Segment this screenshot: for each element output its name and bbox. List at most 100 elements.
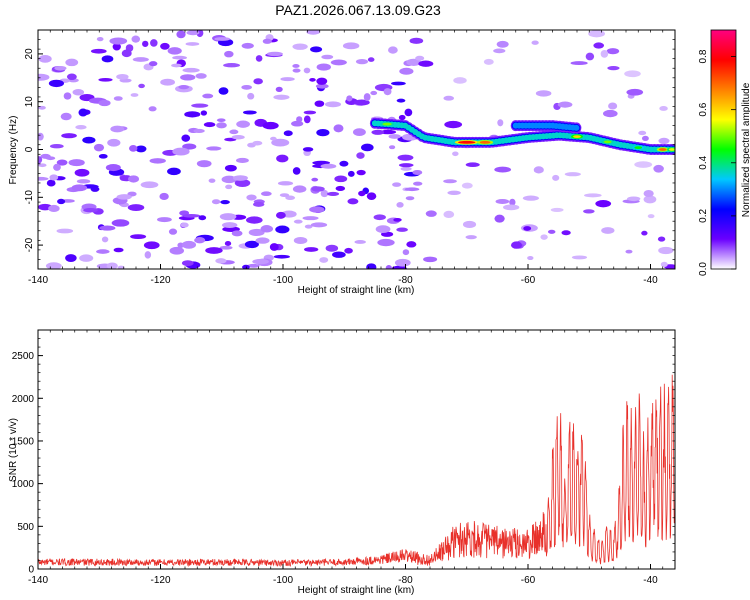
heatmap-noise-cell xyxy=(148,61,158,67)
heatmap-noise-cell xyxy=(232,175,248,181)
snr-y-tick-label: 1000 xyxy=(12,479,35,490)
heatmap-noise-cell xyxy=(354,240,366,244)
colorbar-ticks: 0.0 0.2 0.4 0.6 0.8 xyxy=(698,49,736,276)
heatmap-noise-cell xyxy=(465,162,480,168)
heatmap-noise-cell xyxy=(389,145,396,150)
snr-y-tick-label: 2500 xyxy=(12,351,35,362)
heatmap-x-tick-label: -120 xyxy=(150,275,170,286)
heatmap-noise-cell xyxy=(405,196,415,201)
heatmap-noise-cell xyxy=(453,77,467,84)
heatmap-noise-cell xyxy=(583,209,595,214)
heatmap-noise-cell xyxy=(557,101,573,108)
heatmap-noise-cell xyxy=(182,143,197,150)
heatmap-noise-cell xyxy=(606,48,620,55)
heatmap-noise-cell xyxy=(398,163,414,168)
heatmap-noise-cell xyxy=(355,58,369,65)
heatmap-noise-cell xyxy=(406,241,417,248)
heatmap-noise-cell xyxy=(495,199,510,205)
heatmap-noise-cell xyxy=(333,124,344,133)
heatmap-noise-cell xyxy=(624,70,641,78)
heatmap-noise-cell xyxy=(76,179,91,184)
heatmap-noise-cell xyxy=(206,146,222,151)
heatmap-noise-cell xyxy=(291,120,304,127)
heatmap-noise-cell xyxy=(229,129,239,135)
heatmap-noise-cell xyxy=(363,93,371,101)
heatmap-ridge-core xyxy=(382,122,392,126)
heatmap-noise-cell xyxy=(266,51,283,57)
heatmap-noise-cell xyxy=(523,226,532,231)
heatmap-noise-cell xyxy=(584,193,602,198)
heatmap-noise-cell xyxy=(352,128,366,137)
heatmap-noise-cell xyxy=(276,154,289,163)
heatmap-noise-cell xyxy=(367,57,375,62)
heatmap-noise-cell xyxy=(160,42,170,50)
heatmap-noise-cell xyxy=(366,263,377,269)
heatmap-noise-cell xyxy=(224,164,237,172)
heatmap-noise-cell xyxy=(82,136,96,144)
heatmap-noise-cell xyxy=(219,245,233,250)
heatmap-noise-cell xyxy=(167,167,181,176)
heatmap-noise-cell xyxy=(90,48,107,54)
heatmap-noise-cell xyxy=(180,74,196,81)
heatmap-noise-cell xyxy=(109,37,128,45)
heatmap-noise-cell xyxy=(262,38,272,44)
heatmap-noise-cell xyxy=(71,184,88,192)
heatmap-noise-cell xyxy=(396,98,406,103)
snr-x-axis: -140 -120 -100 -80 -60 -40 xyxy=(28,330,676,586)
snr-x-tick-label: -100 xyxy=(273,575,293,586)
heatmap-noise-cell xyxy=(57,198,66,205)
heatmap-noise-cell xyxy=(246,216,263,224)
heatmap-noise-cell xyxy=(641,135,649,142)
heatmap-noise-cell xyxy=(540,234,548,240)
heatmap-noise-cell xyxy=(219,213,237,221)
heatmap-noise-cell xyxy=(74,168,90,177)
heatmap-noise-cell xyxy=(388,134,401,139)
heatmap-noise-cell xyxy=(285,195,296,201)
heatmap-noise-cell xyxy=(462,220,477,229)
heatmap-noise-cell xyxy=(236,120,250,128)
heatmap-noise-cell xyxy=(494,214,505,223)
heatmap-noise-cell xyxy=(319,257,329,263)
heatmap-noise-cell xyxy=(196,160,212,168)
heatmap-noise-cell xyxy=(366,192,377,201)
heatmap-noise-cell xyxy=(292,43,308,50)
heatmap-noise-cell xyxy=(309,206,325,213)
heatmap-noise-cell xyxy=(404,187,420,192)
heatmap-noise-cell xyxy=(246,194,257,201)
heatmap-noise-cell xyxy=(625,249,633,254)
heatmap-noise-cell xyxy=(72,89,85,96)
heatmap-noise-cell xyxy=(561,230,571,236)
heatmap-noise-cell xyxy=(178,84,190,90)
heatmap-noise-cell xyxy=(397,154,414,161)
heatmap-noise-cell xyxy=(54,65,67,71)
heatmap-noise-cell xyxy=(279,193,290,198)
heatmap-noise-cell xyxy=(98,99,111,107)
heatmap-noise-cell xyxy=(193,128,205,134)
heatmap-noise-cell xyxy=(127,204,145,211)
heatmap-noise-cell xyxy=(396,227,408,232)
heatmap-noise-cell xyxy=(361,143,374,152)
heatmap-x-axis: -140 -120 -100 -80 -60 -40 xyxy=(28,30,676,286)
heatmap-noise-cell xyxy=(181,240,197,249)
heatmap-noise-cell xyxy=(409,37,424,44)
heatmap-noise-cell xyxy=(186,30,200,36)
heatmap-noise-cell xyxy=(327,191,340,196)
heatmap-noise-cell xyxy=(216,122,227,129)
heatmap-noise-cell xyxy=(588,30,605,38)
heatmap-noise-cell xyxy=(140,181,159,189)
heatmap-noise-cell xyxy=(130,93,139,97)
heatmap-noise-cell xyxy=(116,73,129,80)
heatmap-noise-cell xyxy=(83,208,98,213)
heatmap-noise-cell xyxy=(172,147,190,156)
heatmap-noise-cell xyxy=(303,110,317,115)
snr-series-line xyxy=(38,374,675,568)
heatmap-noise-cell xyxy=(111,219,130,227)
heatmap-noise-cell xyxy=(571,255,588,260)
heatmap-noise-cell xyxy=(643,189,654,198)
heatmap-noise-cell xyxy=(385,265,392,269)
heatmap-ridge-core xyxy=(658,148,667,151)
heatmap-y-tick-label: 0 xyxy=(24,146,35,152)
heatmap-noise-cell xyxy=(215,258,227,264)
heatmap-noise-cell xyxy=(292,63,300,68)
